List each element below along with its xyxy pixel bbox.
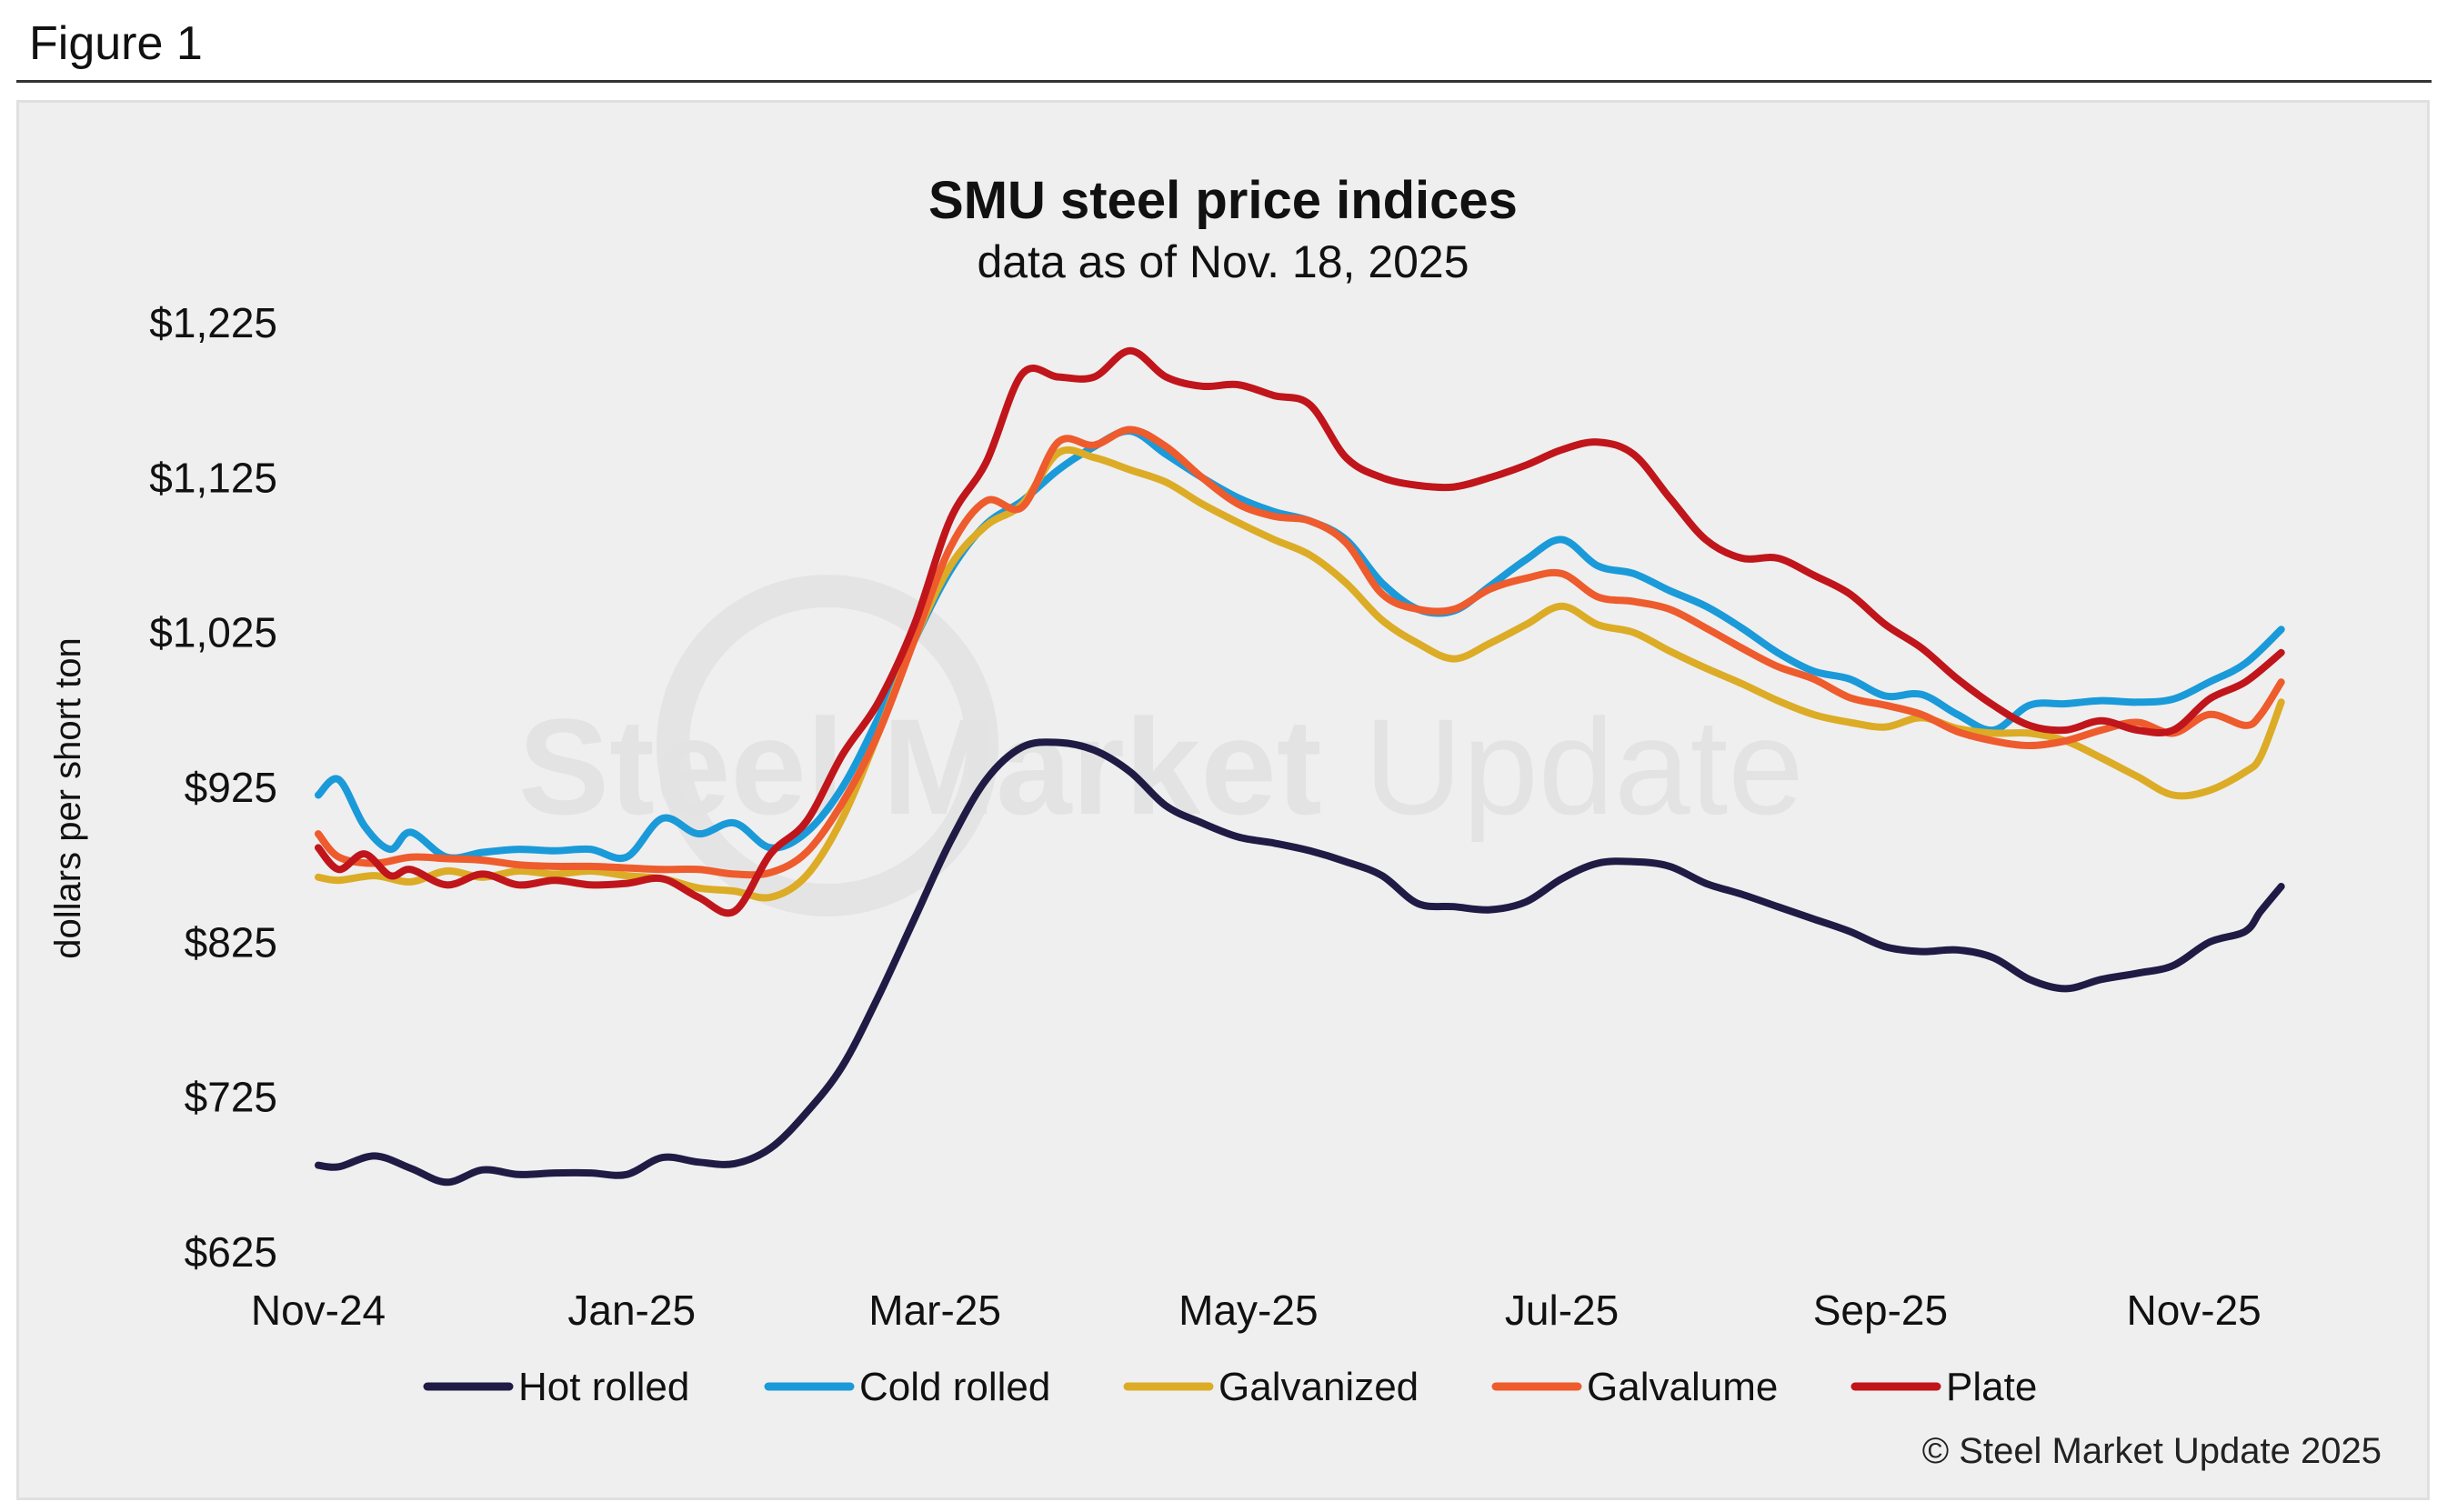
figure-label: Figure 1 (29, 17, 203, 70)
y-tick-label: $725 (185, 1074, 277, 1121)
legend-label: Galvanized (1218, 1365, 1419, 1409)
watermark-text-light: Update (1364, 690, 1804, 843)
series-line-plate (315, 346, 2285, 917)
x-tick-label: Nov-25 (2126, 1287, 2261, 1334)
series-line-cold-rolled (315, 427, 2285, 862)
series-line-hot-rolled (315, 738, 2285, 1187)
x-tick-label: Jul-25 (1505, 1287, 1619, 1334)
y-tick-label: $825 (185, 918, 277, 966)
x-tick-label: Nov-24 (251, 1287, 386, 1334)
x-tick-label: Sep-25 (1813, 1287, 1948, 1334)
legend: Hot rolled Cold rolled Galvanized Galvalume… (423, 1365, 2037, 1409)
chart-panel: © Steel Market Update 2025 (16, 100, 2430, 1500)
x-tick-label: Mar-25 (868, 1287, 1001, 1334)
series-line-galvalume (315, 426, 2285, 879)
legend-label: Galvalume (1587, 1365, 1778, 1409)
y-tick-label: $1,125 (149, 454, 277, 501)
watermark: Steel Market Update (518, 575, 1804, 916)
x-tick-label: Jan-25 (567, 1287, 696, 1334)
chart-title: SMU steel price indices (928, 171, 1518, 230)
y-tick-label: $925 (185, 764, 277, 811)
legend-label: Plate (1946, 1365, 2037, 1409)
y-tick-label: $1,225 (149, 299, 277, 346)
y-axis-label: dollars per short ton (48, 637, 88, 959)
y-tick-label: $625 (185, 1228, 277, 1276)
x-axis-ticks: Nov-24 Jan-25 Mar-25 May-25 Jul-25 Sep-25 Nov-… (251, 1287, 2261, 1334)
y-tick-label: $1,025 (149, 609, 277, 656)
y-axis-ticks: $625 $725 $825 $925 $1,025 $1,125 $1,225 (149, 299, 277, 1276)
chart-subtitle: data as of Nov. 18, 2025 (977, 236, 1469, 287)
figure-header: Figure 1 (16, 0, 2432, 83)
legend-label: Cold rolled (859, 1365, 1050, 1409)
watermark-logo-icon (657, 575, 998, 916)
legend-label: Hot rolled (518, 1365, 689, 1409)
series-lines (315, 346, 2285, 1187)
copyright-text: © Steel Market Update 2025 (1921, 1431, 2382, 1471)
x-tick-label: May-25 (1178, 1287, 1318, 1334)
